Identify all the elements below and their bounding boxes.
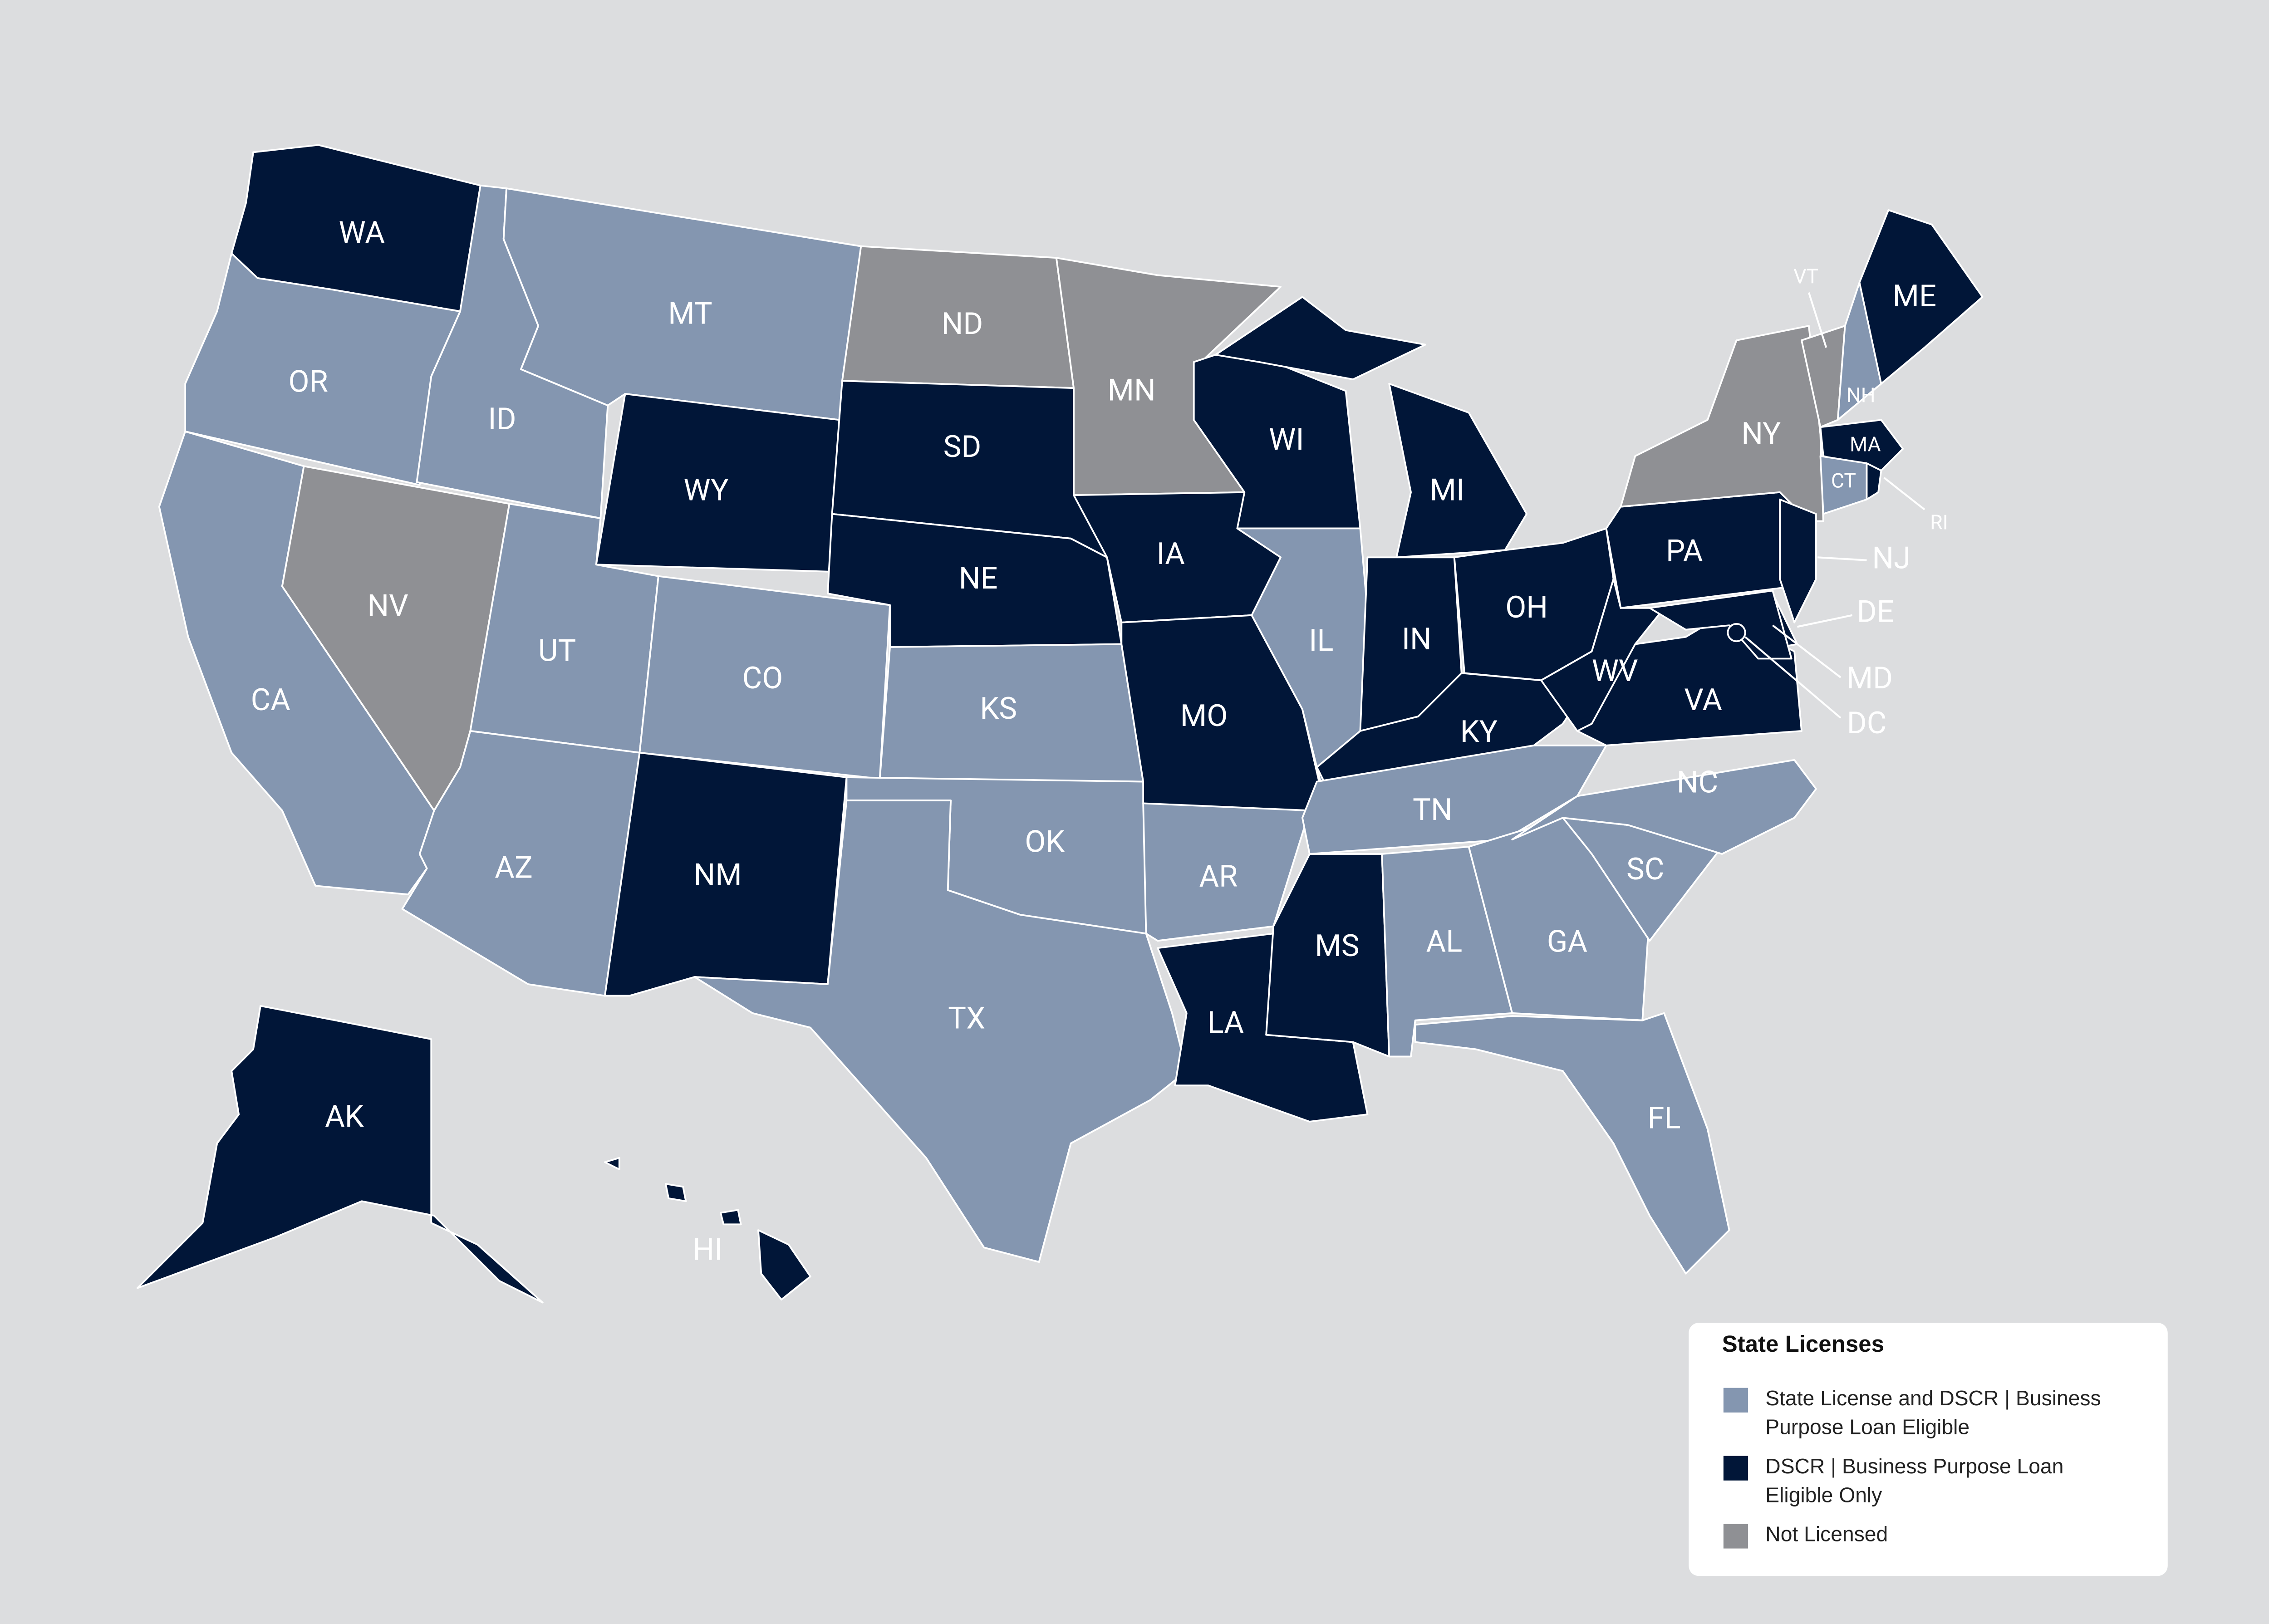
state-shape	[1858, 209, 1984, 385]
leader-lines	[1744, 292, 1925, 719]
state-label: CA	[251, 682, 290, 718]
leader-line	[1772, 624, 1842, 678]
state-label: VA	[1684, 682, 1722, 718]
legend-swatch	[1723, 1524, 1748, 1549]
state-label: ND	[942, 306, 983, 342]
legend: State Licenses State License and DSCR | …	[1689, 1323, 2168, 1576]
state-label: OR	[289, 364, 328, 399]
state-label: NH	[1847, 383, 1876, 407]
state-label: ID	[488, 402, 516, 437]
state-label: MS	[1315, 928, 1359, 964]
leader-line	[1883, 477, 1925, 510]
legend-item: State License and DSCR | Business Purpos…	[1765, 1388, 2101, 1440]
legend-title: State Licenses	[1722, 1333, 1884, 1358]
state-label: UT	[538, 633, 576, 668]
state-label: LA	[1208, 1005, 1244, 1040]
state-label: TN	[1413, 792, 1453, 828]
state-label: AZ	[495, 850, 533, 886]
legend-swatch	[1723, 1388, 1748, 1413]
state-label: NJ	[1872, 540, 1910, 576]
state-label: KY	[1460, 714, 1498, 750]
state-label: AL	[1426, 924, 1463, 959]
state-label: CO	[742, 661, 783, 696]
legend-box	[1689, 1323, 2168, 1576]
state-label: WV	[1592, 653, 1638, 689]
state-label: SC	[1626, 852, 1664, 887]
state-labels: WA OR CA NV ID MT WY UT CO AZ NM ND SD NE KS OK TX MN IA MO…	[251, 215, 1948, 1268]
state-label: NC	[1677, 765, 1718, 800]
state-shape	[1142, 802, 1311, 942]
state-label: MD	[1847, 661, 1893, 696]
leader-line	[1807, 292, 1827, 348]
leader-line	[1817, 556, 1867, 561]
state-label: NY	[1741, 416, 1781, 451]
state-label: WI	[1269, 422, 1304, 457]
legend-item: Not Licensed	[1765, 1524, 1888, 1547]
state-shape	[1301, 744, 1607, 855]
state-label: FL	[1648, 1100, 1681, 1136]
state-label: NE	[959, 561, 998, 596]
state-label: WA	[339, 215, 385, 250]
state-shape	[1779, 498, 1817, 623]
state-label: NV	[367, 589, 408, 624]
legend-label: State License and DSCR | Business Purpos…	[1765, 1388, 2101, 1440]
legend-item: DSCR | Business Purpose Loan Eligible On…	[1765, 1456, 2064, 1508]
state-shape	[604, 1157, 811, 1301]
leader-line	[1744, 636, 1842, 719]
state-label: RI	[1930, 511, 1948, 535]
state-shape	[1414, 1012, 1730, 1275]
state-label: OK	[1025, 824, 1065, 859]
state-label: NM	[694, 858, 742, 893]
legend-title-box: State Licenses	[1722, 1333, 1884, 1358]
state-shape	[1649, 589, 1793, 660]
state-label: OH	[1505, 590, 1548, 625]
state-label: IN	[1402, 622, 1432, 657]
state-shape	[1819, 419, 1904, 471]
state-label: AR	[1199, 859, 1238, 894]
state-label: VT	[1793, 265, 1818, 289]
state-label: ME	[1892, 279, 1936, 314]
legend-label: DSCR | Business Purpose Loan Eligible On…	[1765, 1456, 2064, 1508]
state-label: PA	[1666, 533, 1703, 569]
state-label: IL	[1309, 623, 1333, 658]
legend-label: Not Licensed	[1765, 1524, 1888, 1547]
state-label: SD	[943, 429, 982, 465]
state-label: DC	[1847, 706, 1887, 741]
state-shape	[1727, 623, 1746, 643]
state-label: MT	[668, 296, 712, 331]
state-shape	[137, 1005, 544, 1304]
state-label: CT	[1831, 469, 1856, 492]
state-label: TX	[948, 1001, 985, 1036]
state-label: HI	[692, 1232, 722, 1268]
state-shape	[1511, 759, 1817, 855]
state-label: KS	[980, 691, 1017, 726]
state-label: WY	[683, 472, 729, 508]
state-label: MO	[1180, 698, 1228, 734]
state-label: IA	[1156, 536, 1184, 572]
leader-line	[1797, 614, 1853, 628]
state-label: MA	[1850, 433, 1881, 456]
state-label: MI	[1429, 472, 1464, 508]
state-shape	[1866, 462, 1882, 500]
state-label: DE	[1857, 594, 1894, 629]
legend-swatch	[1723, 1456, 1748, 1481]
states	[137, 144, 1984, 1304]
state-label: MN	[1108, 373, 1156, 408]
state-label: GA	[1547, 924, 1587, 959]
state-shape	[693, 800, 1188, 1263]
state-label: AK	[325, 1099, 364, 1134]
